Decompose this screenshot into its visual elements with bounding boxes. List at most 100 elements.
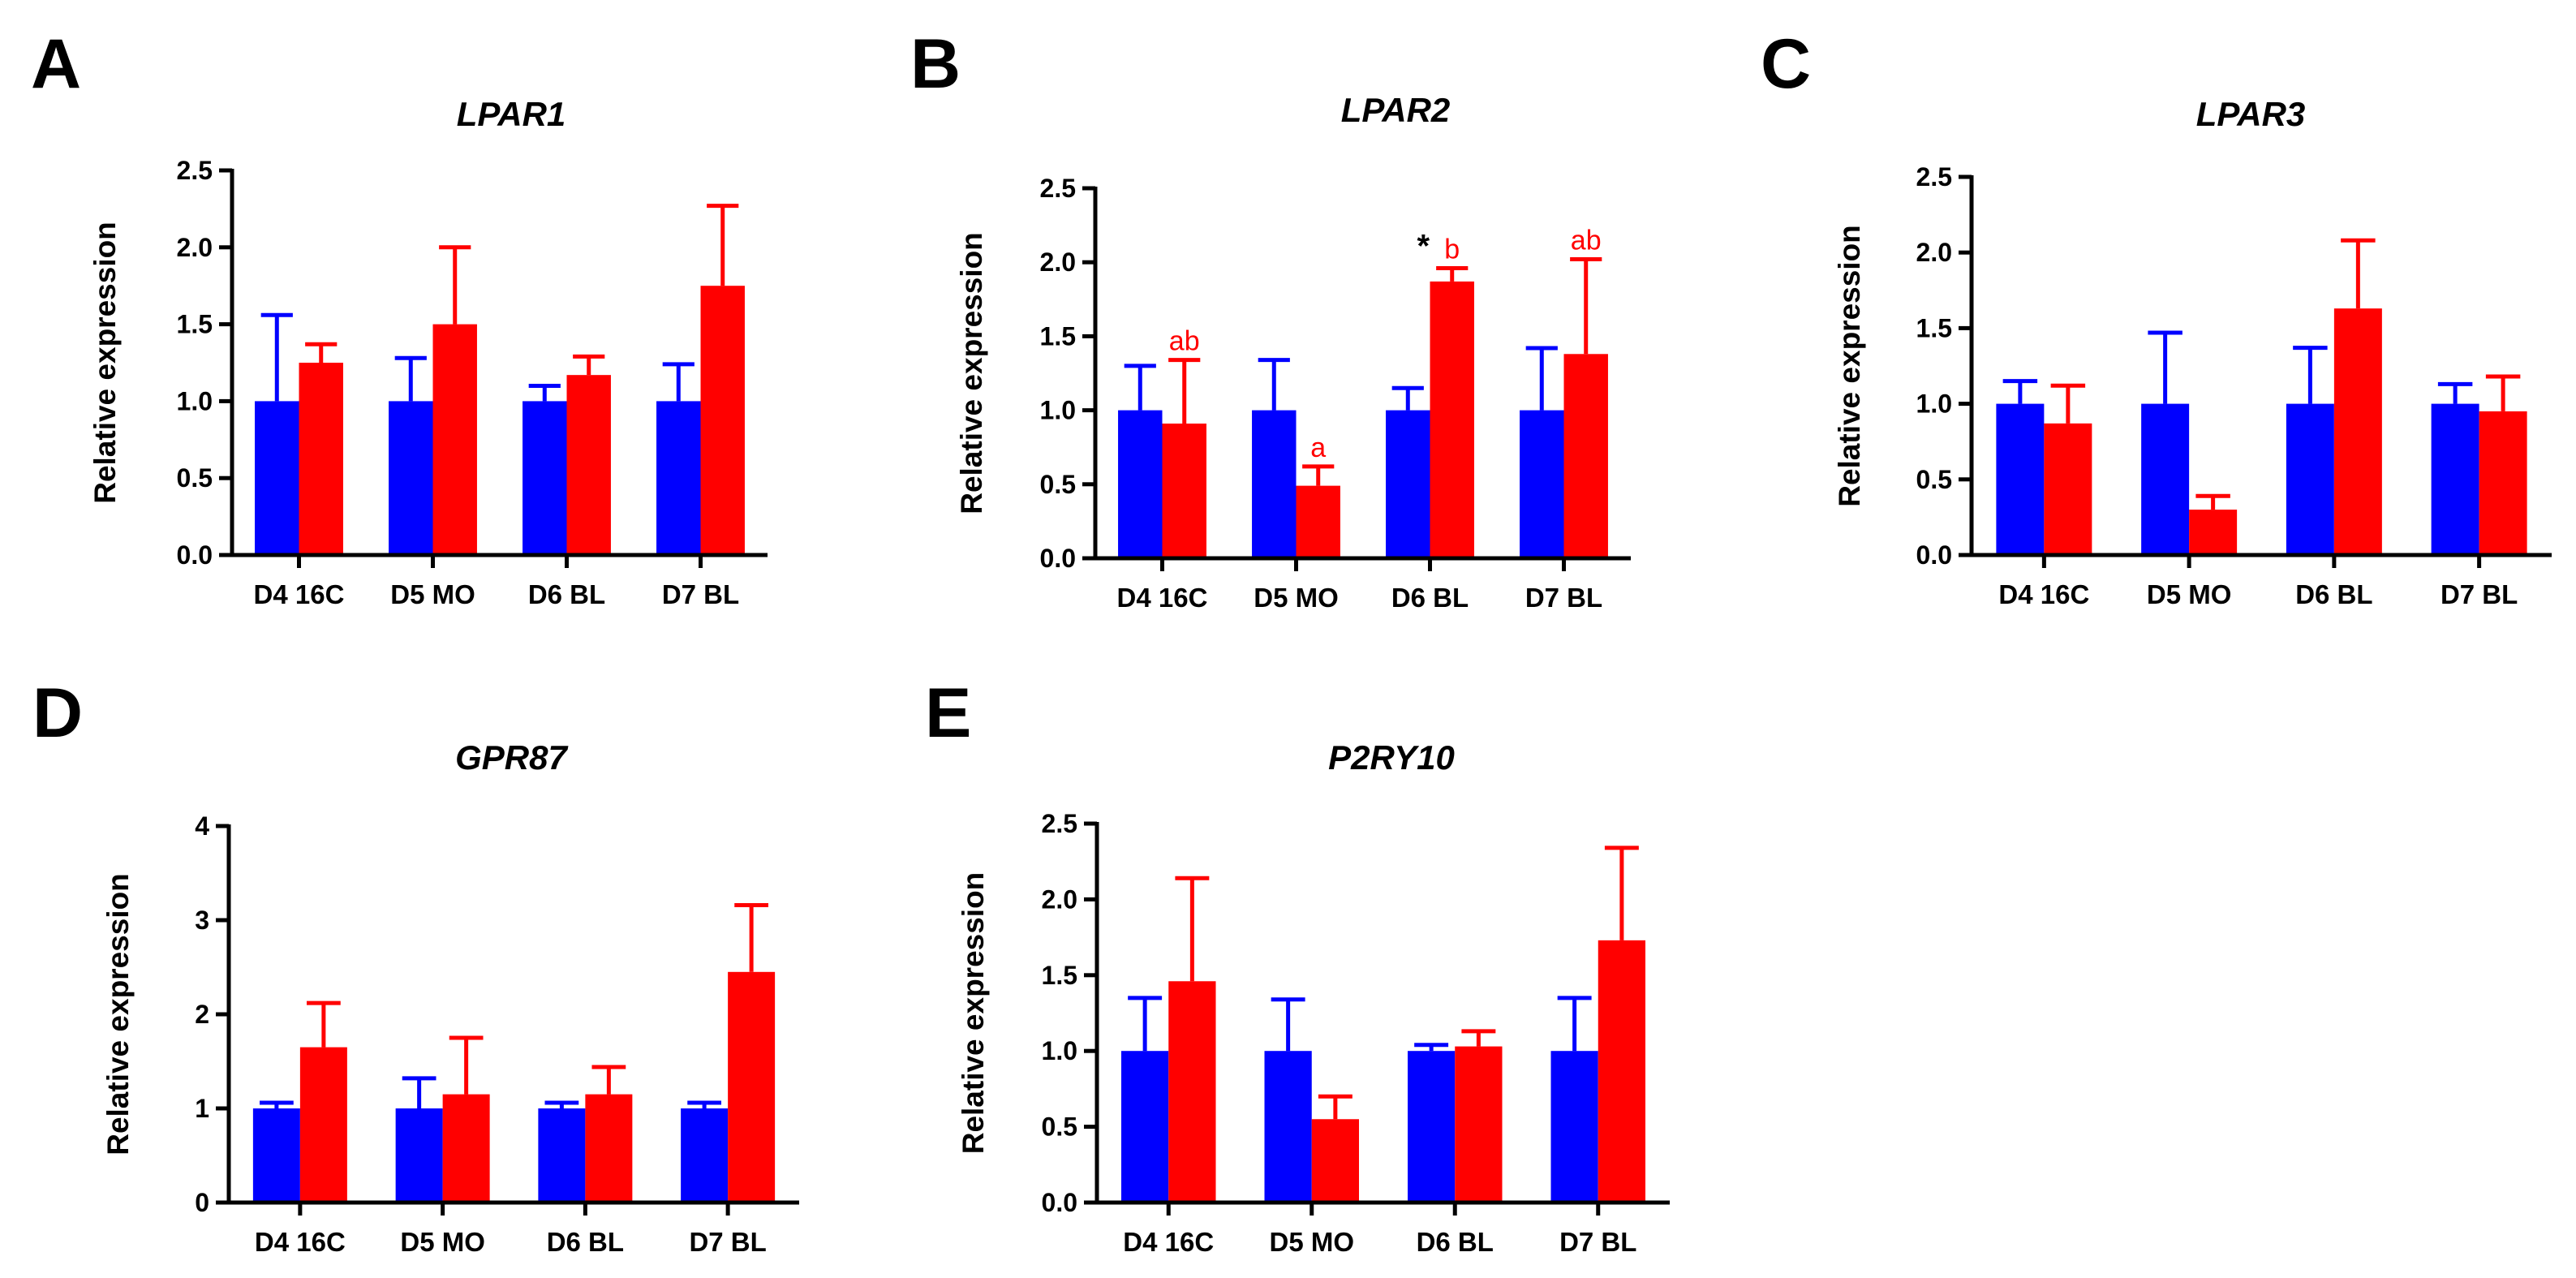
y-tick-label: 2.0 <box>1042 884 1077 914</box>
bar <box>1430 281 1474 558</box>
y-tick-label: 3 <box>195 906 209 935</box>
bar <box>1563 354 1608 558</box>
y-tick-label: 0.0 <box>1042 1188 1077 1217</box>
x-tick-label: D6 BL <box>547 1227 624 1257</box>
x-tick-label: D6 BL <box>528 579 605 609</box>
bar <box>656 401 701 555</box>
bar <box>2044 423 2092 555</box>
x-tick-label: D5 MO <box>1254 583 1339 613</box>
bar <box>700 286 745 555</box>
significance-label: ab <box>1169 326 1200 357</box>
panel-letter: A <box>31 25 81 103</box>
x-tick-label: D4 16C <box>254 579 345 609</box>
bar <box>395 1108 443 1203</box>
chart-title: P2RY10 <box>1328 738 1455 777</box>
bar <box>1168 981 1216 1203</box>
panel-b: B LPAR2 Relative expression 0.0 0.5 1.0 1.5 2.0… <box>910 25 1631 613</box>
bar <box>252 1108 300 1203</box>
y-tick-label: 2.5 <box>1916 162 1952 191</box>
x-tick-label: D7 BL <box>2441 579 2518 609</box>
panel-d: D GPR87 Relative expression 0 1 2 3 4 D4 16C D5 M… <box>32 674 799 1257</box>
y-tick-label: 2.0 <box>1916 238 1952 267</box>
y-axis-label: Relative expression <box>1833 225 1866 507</box>
y-tick-label: 1.5 <box>1916 313 1952 342</box>
x-tick-label: D5 MO <box>2147 579 2232 609</box>
y-tick-label: 2 <box>195 1000 209 1029</box>
bar <box>2286 403 2334 555</box>
bar <box>1121 1051 1169 1203</box>
x-tick-label: D5 MO <box>400 1227 485 1257</box>
significance-label: * <box>1417 228 1430 264</box>
bar <box>1408 1051 1456 1203</box>
x-tick-label: D7 BL <box>689 1227 766 1257</box>
significance-label: a <box>1310 432 1326 463</box>
y-tick-label: 2.5 <box>1040 174 1076 203</box>
panel-letter: E <box>925 674 971 752</box>
y-tick-label: 0.0 <box>1916 540 1952 570</box>
y-tick-label: 0 <box>195 1188 209 1217</box>
bar <box>728 971 776 1203</box>
y-tick-label: 2.5 <box>177 156 213 185</box>
bar <box>1162 424 1206 558</box>
panel-a: A LPAR1 Relative expression 0.0 0.5 1.0 1.5 2.0… <box>31 25 768 609</box>
bar <box>389 401 433 555</box>
panel-letter: C <box>1761 25 1811 103</box>
bar <box>1996 403 2045 555</box>
bar <box>1386 410 1430 558</box>
y-tick-label: 2.0 <box>177 233 213 262</box>
y-tick-label: 2.5 <box>1042 809 1077 838</box>
y-tick-label: 0.0 <box>1040 544 1076 573</box>
bar <box>442 1094 490 1203</box>
y-tick-label: 1.5 <box>1042 961 1077 990</box>
bar <box>566 375 611 555</box>
y-tick-label: 4 <box>195 811 209 841</box>
panel-e: E P2RY10 Relative expression 0.0 0.5 1.0 1.5 2.… <box>925 674 1670 1257</box>
y-tick-label: 0.0 <box>177 540 213 570</box>
bar <box>585 1094 633 1203</box>
bar <box>1598 940 1645 1203</box>
bar <box>1455 1046 1503 1203</box>
x-tick-label: D4 16C <box>1998 579 2089 609</box>
y-tick-label: 0.5 <box>1040 470 1076 499</box>
y-tick-label: 2.0 <box>1040 247 1076 277</box>
y-tick-label: 1.0 <box>1040 396 1076 425</box>
y-axis-label: Relative expression <box>101 873 135 1155</box>
x-tick-label: D6 BL <box>1417 1227 1494 1257</box>
y-tick-label: 0.5 <box>1916 465 1952 494</box>
bar <box>2479 411 2527 555</box>
y-axis-label: Relative expression <box>957 872 990 1155</box>
bar <box>255 401 299 555</box>
panel-letter: B <box>910 25 961 103</box>
bar <box>432 324 477 555</box>
bar <box>1520 410 1564 558</box>
y-tick-label: 1.0 <box>177 386 213 415</box>
significance-label: ab <box>1571 226 1602 256</box>
bar <box>1252 410 1297 558</box>
bar <box>2333 308 2382 555</box>
bar <box>1550 1051 1598 1203</box>
chart-title: LPAR1 <box>457 95 566 133</box>
chart-title: LPAR2 <box>1341 91 1451 129</box>
bar <box>2431 403 2479 555</box>
y-tick-label: 0.5 <box>177 463 213 493</box>
bar <box>1264 1051 1312 1203</box>
panel-letter: D <box>32 674 83 752</box>
x-tick-label: D4 16C <box>1123 1227 1214 1257</box>
y-tick-label: 1.5 <box>177 310 213 339</box>
x-tick-label: D7 BL <box>1525 583 1602 613</box>
bar <box>2189 510 2238 555</box>
y-tick-label: 1 <box>195 1094 209 1123</box>
x-tick-label: D7 BL <box>662 579 739 609</box>
y-tick-label: 0.5 <box>1042 1112 1077 1142</box>
bar <box>538 1108 586 1203</box>
x-tick-label: D7 BL <box>1559 1227 1636 1257</box>
bar <box>299 363 343 555</box>
bar <box>299 1047 347 1203</box>
x-tick-label: D5 MO <box>1269 1227 1354 1257</box>
y-axis-label: Relative expression <box>955 232 988 514</box>
y-axis-label: Relative expression <box>88 222 122 504</box>
x-tick-label: D4 16C <box>1117 583 1208 613</box>
bar <box>523 401 567 555</box>
bar <box>681 1108 729 1203</box>
